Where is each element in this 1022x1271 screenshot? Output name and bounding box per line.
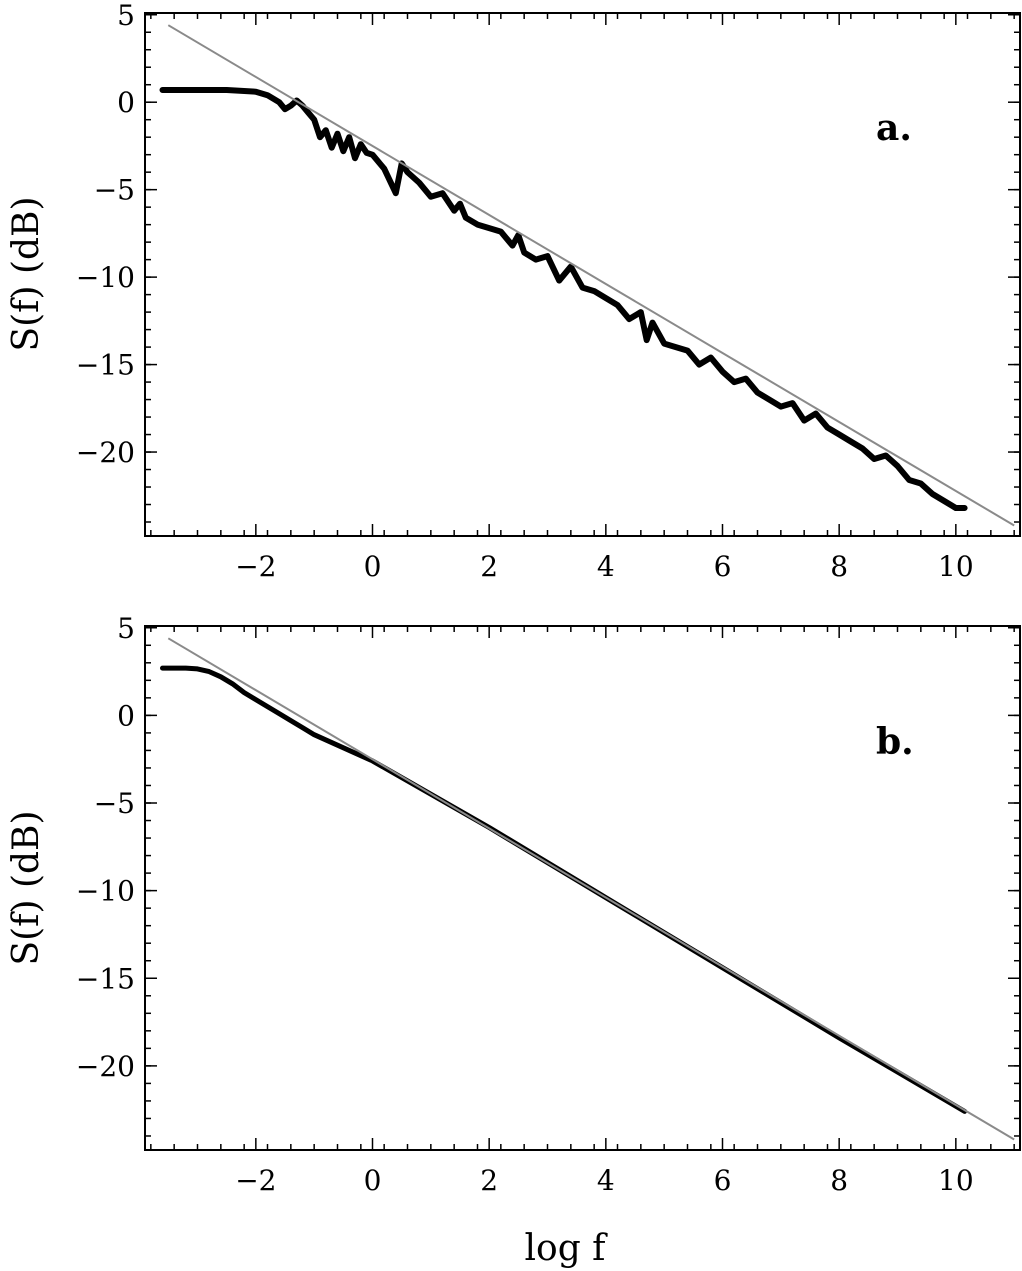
y-tick-label: −20 — [76, 1050, 135, 1083]
x-tick-label: 10 — [938, 550, 974, 583]
x-tick-label: 8 — [830, 550, 848, 583]
minor-ticks — [145, 626, 1020, 1150]
x-axis-title: log f — [525, 1228, 609, 1269]
x-tick-label: −2 — [235, 1164, 276, 1197]
y-tick-label: 0 — [117, 86, 135, 119]
y-tick-labels: 5 0 −5 −10 −15 −20 — [76, 612, 135, 1083]
x-tick-label: 6 — [714, 550, 732, 583]
y-tick-label: 0 — [117, 699, 135, 732]
panel-label: a. — [876, 107, 912, 149]
major-ticks — [145, 13, 1020, 536]
y-axis-title: S(f) (dB) — [6, 196, 47, 351]
plot-frame — [144, 625, 1021, 1151]
plot-frame — [144, 12, 1021, 537]
x-tick-labels: −2 0 2 4 6 8 10 — [235, 1164, 973, 1197]
panel-label: b. — [876, 721, 914, 763]
series-group — [160, 637, 1015, 1141]
spectrum-series — [160, 665, 968, 1114]
x-tick-label: 0 — [364, 1164, 382, 1197]
chart-panel-b: 50−5−10−15−20 −2 0 2 4 6 8 10 b. S(f) (dB) log… — [6, 612, 1021, 1269]
y-axis-title: S(f) (dB) — [6, 810, 47, 965]
chart-panel-a: 50−5−10−15−20 −2 0 2 4 6 8 10 a. S(f) (dB) — [6, 0, 1021, 583]
y-tick-label: −5 — [94, 787, 135, 820]
y-tick-label: −15 — [76, 349, 135, 382]
x-tick-label: 4 — [597, 1164, 615, 1197]
x-tick-label: 2 — [480, 550, 498, 583]
major-ticks — [145, 626, 1020, 1150]
y-tick-label: −20 — [76, 436, 135, 469]
series-group — [159, 24, 1015, 527]
fit-line — [167, 24, 1015, 527]
y-tick-label: −5 — [94, 174, 135, 207]
x-tick-label: 0 — [364, 550, 382, 583]
x-tick-label: 8 — [830, 1164, 848, 1197]
x-tick-labels: −2 0 2 4 6 8 10 — [235, 550, 973, 583]
y-tick-label: 5 — [117, 0, 135, 32]
spectrum-series — [159, 87, 968, 511]
y-tick-label: 5 — [117, 612, 135, 645]
y-tick-label: −15 — [76, 962, 135, 995]
y-tick-label: −10 — [76, 875, 135, 908]
x-tick-label: 2 — [480, 1164, 498, 1197]
minor-ticks — [145, 13, 1020, 536]
x-tick-label: 6 — [714, 1164, 732, 1197]
fit-line — [167, 637, 1015, 1141]
x-tick-label: 4 — [597, 550, 615, 583]
y-tick-label: −10 — [76, 261, 135, 294]
y-tick-labels: 5 0 −5 −10 −15 −20 — [76, 0, 135, 469]
x-tick-label: 10 — [938, 1164, 974, 1197]
x-tick-label: −2 — [235, 550, 276, 583]
